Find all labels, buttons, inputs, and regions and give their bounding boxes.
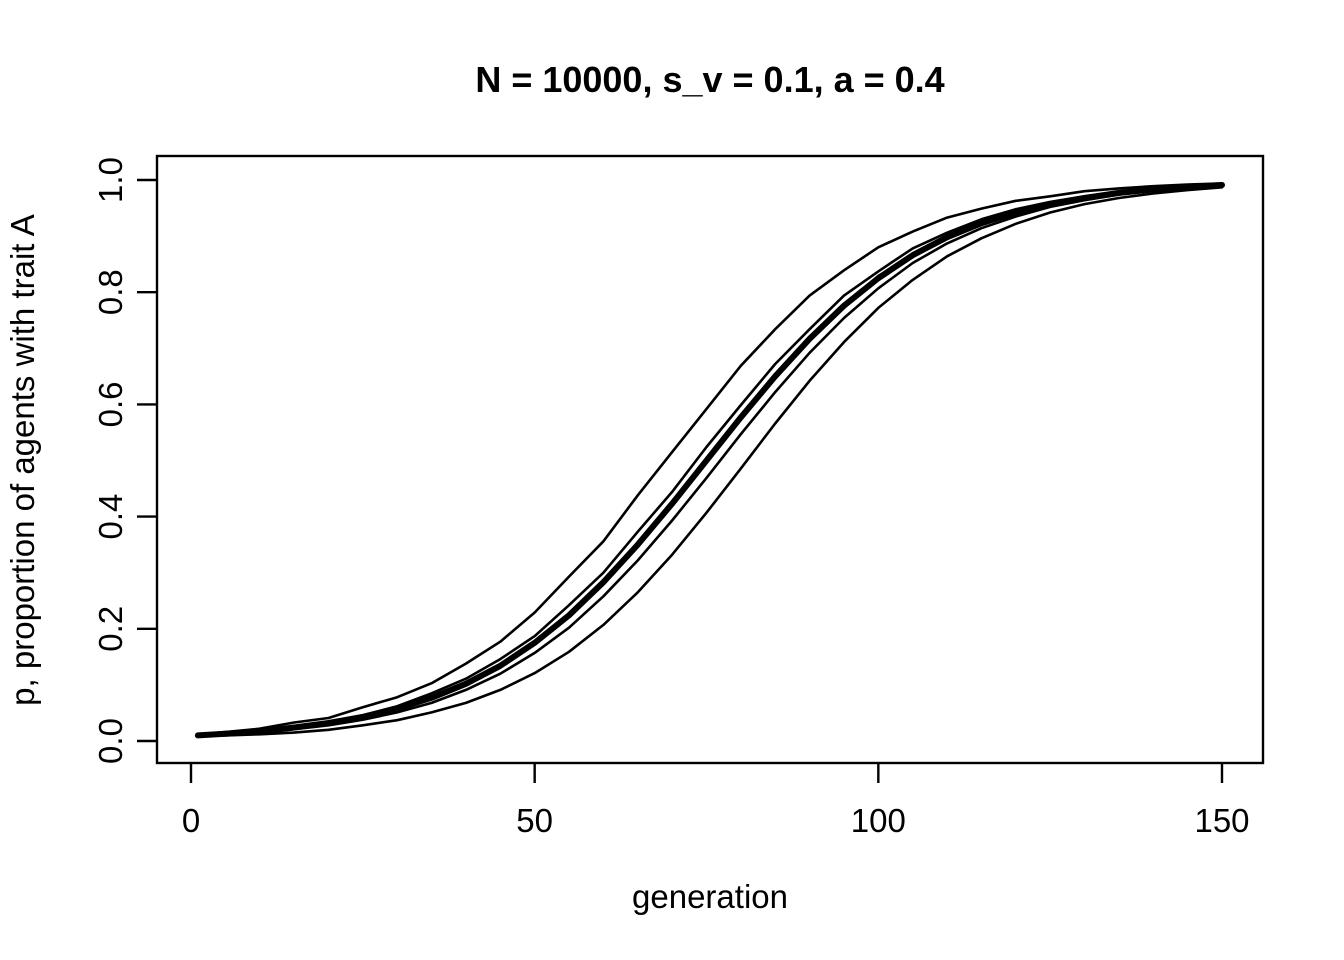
- x-tick-label: 50: [516, 802, 553, 839]
- x-tick-label: 0: [182, 802, 200, 839]
- series-line-run-5: [196, 186, 1224, 738]
- y-tick-label: 0.6: [92, 381, 129, 427]
- x-tick-label: 150: [1194, 802, 1249, 839]
- series-lines: [194, 182, 1225, 739]
- x-tick-label: 100: [851, 802, 906, 839]
- y-axis-label: p, proportion of agents with trait A: [4, 214, 41, 706]
- series-line-mean: [194, 182, 1225, 739]
- plot-border: [155, 154, 1265, 765]
- y-tick-label: 0.8: [92, 269, 129, 315]
- y-axis-ticks: 0.0 0.2 0.4 0.6 0.8 1.0: [92, 157, 157, 764]
- x-axis-label: generation: [632, 878, 788, 915]
- x-axis-ticks: 0 50 100 150: [182, 763, 1250, 839]
- series-line-run-1: [196, 182, 1224, 736]
- y-tick-label: 0.2: [92, 606, 129, 652]
- chart-title: N = 10000, s_v = 0.1, a = 0.4: [475, 59, 944, 100]
- y-tick-label: 0.4: [92, 494, 129, 540]
- y-tick-label: 0.0: [92, 718, 129, 764]
- y-tick-label: 1.0: [92, 157, 129, 203]
